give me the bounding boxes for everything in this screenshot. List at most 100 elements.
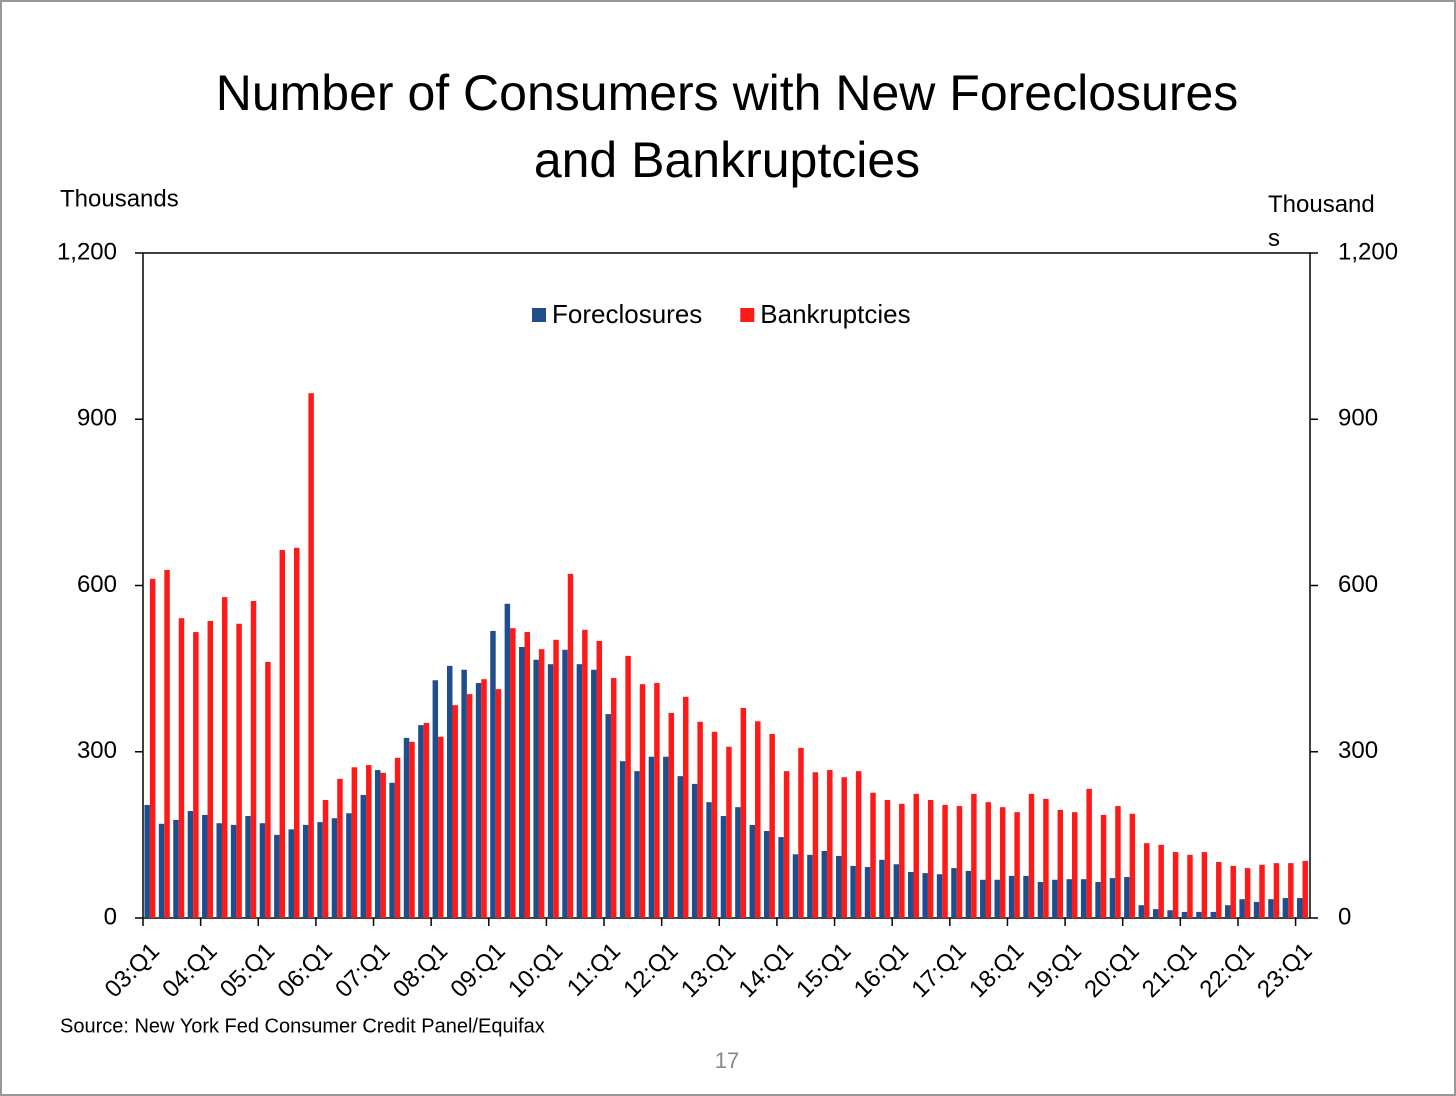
bar (985, 802, 992, 918)
bar (317, 822, 323, 918)
bar (1037, 881, 1044, 918)
bar (711, 731, 718, 918)
bar (922, 873, 928, 918)
y2-tick-label: 900 (1338, 405, 1378, 432)
bar (582, 629, 588, 918)
bar (769, 734, 775, 918)
bar (418, 725, 424, 918)
bar (1043, 798, 1049, 918)
bar (245, 816, 251, 918)
bar (605, 714, 611, 918)
bar (504, 603, 511, 918)
legend-swatch (532, 308, 546, 322)
bar (1028, 793, 1035, 918)
y-tick-label: 600 (77, 571, 117, 598)
bar (230, 824, 237, 918)
x-tick-label: 08:Q1 (388, 938, 453, 1003)
bar (663, 756, 669, 918)
x-tick-label: 13:Q1 (676, 938, 741, 1003)
bar (798, 747, 804, 918)
x-tick-label: 12:Q1 (618, 938, 683, 1003)
bar (250, 601, 257, 918)
bar (668, 712, 675, 918)
x-tick-label: 15:Q1 (791, 938, 856, 1003)
bar (1268, 899, 1274, 918)
bar (936, 874, 943, 918)
bar (452, 705, 458, 918)
bar (438, 736, 444, 918)
bar (1167, 910, 1173, 918)
bar (951, 868, 957, 918)
bar (1297, 898, 1303, 918)
bar (654, 683, 660, 918)
bar (351, 767, 358, 918)
bar (927, 799, 934, 918)
bar (366, 765, 372, 918)
bar (207, 620, 214, 918)
y2-tick-label: 300 (1338, 737, 1378, 764)
bar (1172, 852, 1179, 918)
bar (1210, 911, 1217, 918)
chart-title: Number of Consumers with New Foreclosure… (216, 65, 1239, 188)
x-tick-label: 23:Q1 (1252, 938, 1317, 1003)
bar (827, 770, 833, 918)
bar (475, 683, 482, 918)
bar (913, 793, 919, 918)
bar (461, 669, 467, 918)
x-tick-label: 22:Q1 (1195, 938, 1260, 1003)
bar (778, 837, 784, 918)
bar (288, 829, 294, 918)
bar (360, 794, 367, 918)
x-tick-label: 14:Q1 (734, 938, 799, 1003)
x-tick-label: 06:Q1 (272, 938, 337, 1003)
bar (380, 772, 386, 918)
y-tick-label: 0 (104, 903, 117, 930)
x-tick-label: 03:Q1 (100, 938, 165, 1003)
x-tick-label: 17:Q1 (906, 938, 971, 1003)
bar (216, 823, 222, 918)
legend-swatch (740, 308, 755, 322)
x-tick-label: 16:Q1 (849, 938, 914, 1003)
x-tick-label: 20:Q1 (1079, 938, 1144, 1003)
bar (625, 655, 631, 918)
y2-axis-label: Thousands (1268, 191, 1375, 252)
bar (870, 792, 876, 918)
bar (193, 632, 199, 918)
bar (835, 855, 842, 918)
x-tick-label: 21:Q1 (1137, 938, 1202, 1003)
y-tick-label: 300 (77, 737, 117, 764)
bar (259, 823, 266, 918)
bar (697, 721, 703, 918)
bar (432, 680, 439, 918)
bar (591, 669, 597, 918)
x-tick-label: 11:Q1 (562, 938, 626, 1002)
bar (1201, 852, 1208, 918)
bar (1008, 875, 1015, 918)
bar (1057, 809, 1064, 918)
bar (403, 737, 410, 918)
bar (331, 818, 338, 918)
bar (1071, 812, 1078, 918)
bar (1288, 863, 1294, 918)
bar (1244, 868, 1251, 918)
bar (1109, 878, 1116, 918)
bar (1181, 911, 1188, 918)
bar (495, 689, 502, 918)
bar (1144, 843, 1150, 918)
bar (389, 782, 395, 918)
bar (538, 649, 545, 918)
bar (596, 640, 603, 918)
bar (682, 696, 689, 918)
bar (1014, 812, 1020, 918)
bar (322, 799, 329, 918)
bar (841, 777, 847, 918)
bar (740, 707, 747, 918)
bar (567, 573, 574, 918)
page-number: 17 (715, 1048, 739, 1073)
bar (720, 816, 727, 918)
bar (980, 879, 986, 918)
bar (1239, 899, 1245, 918)
bar (576, 664, 583, 918)
bar (807, 854, 813, 918)
bar (1259, 864, 1265, 918)
